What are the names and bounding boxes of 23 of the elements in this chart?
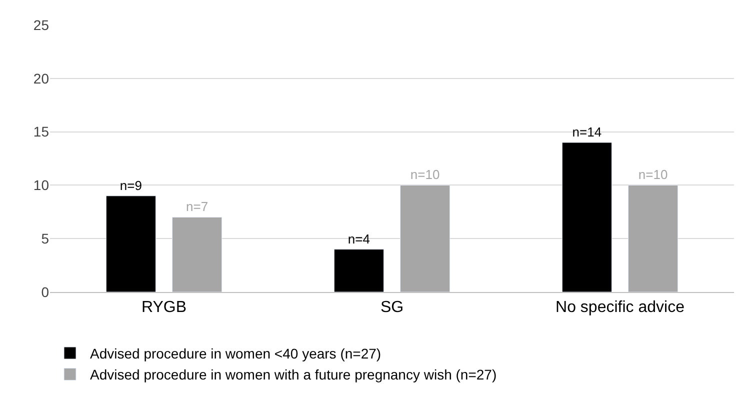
y-tick-label: 25 <box>33 16 50 33</box>
y-tick-label: 15 <box>33 124 50 140</box>
legend-label: Advised procedure in women with a future pregnancy wish (n=27) <box>90 366 497 383</box>
data-label: n=7 <box>186 199 208 214</box>
bar <box>106 196 156 292</box>
bar <box>400 184 450 292</box>
x-tick-label: RYGB <box>141 299 187 316</box>
bar <box>562 142 612 292</box>
bar <box>334 249 384 292</box>
legend-label: Advised procedure in women <40 years (n=27) <box>90 345 382 362</box>
y-tick-label: 0 <box>41 284 50 300</box>
x-tick-label: No specific advice <box>556 299 685 316</box>
bar <box>628 184 678 292</box>
data-label: n=9 <box>120 178 142 193</box>
y-tick-label: 20 <box>33 70 50 86</box>
data-label: n=10 <box>638 167 668 182</box>
bar <box>172 216 222 292</box>
data-label: n=14 <box>572 124 602 140</box>
data-label: n=10 <box>410 167 440 182</box>
y-tick-label: 5 <box>41 230 50 246</box>
data-label: n=4 <box>348 231 370 246</box>
x-tick-label: SG <box>380 299 404 316</box>
y-tick-label: 10 <box>33 177 50 194</box>
